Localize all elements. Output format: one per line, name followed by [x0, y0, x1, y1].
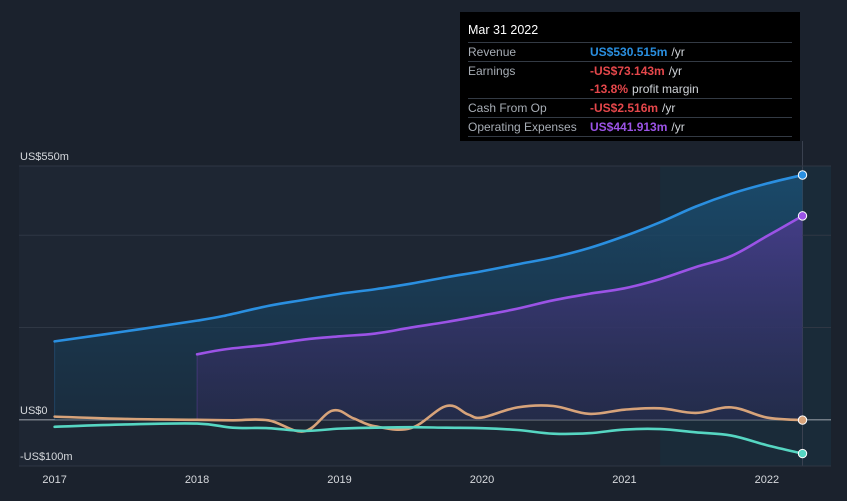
x-axis-tick-label: 2022 — [755, 474, 779, 486]
tooltip-cfo-label: Cash From Op — [468, 101, 547, 115]
tooltip-revenue-label: Revenue — [468, 45, 517, 59]
x-axis-tick-label: 2020 — [470, 474, 494, 486]
tooltip-revenue-value: US$530.515m — [590, 45, 668, 59]
tooltip-bottom-rule — [468, 136, 792, 155]
tooltip-row-revenue: Revenue US$530.515m /yr — [468, 42, 792, 61]
tooltip-opex-value: US$441.913m — [590, 120, 668, 134]
tooltip-cfo-value: -US$2.516m — [590, 101, 659, 115]
x-axis-tick-label: 2021 — [612, 474, 636, 486]
y-axis-label: -US$100m — [20, 451, 73, 463]
x-axis-tick-label: 2018 — [185, 474, 209, 486]
tooltip-earnings-value: -US$73.143m — [590, 64, 665, 78]
tooltip-cfo-unit: /yr — [662, 101, 676, 115]
tooltip-row-earnings: Earnings -US$73.143m /yr — [468, 61, 792, 80]
cash-from-op-point — [797, 448, 808, 459]
tooltip-row-margin: -13.8% profit margin — [468, 80, 792, 98]
tooltip-opex-unit: /yr — [671, 120, 685, 134]
tooltip-margin-text: profit margin — [632, 82, 699, 96]
tooltip-revenue-unit: /yr — [671, 45, 685, 59]
operating-expenses-line — [195, 214, 804, 356]
earnings-point — [797, 415, 808, 425]
tooltip-margin-spacer — [468, 80, 590, 98]
x-axis-tick-label: 2019 — [327, 474, 351, 486]
y-axis-label: US$0 — [20, 405, 48, 417]
operating-expenses-area — [197, 215, 803, 420]
operating-expenses-point — [797, 211, 808, 221]
earnings-line — [53, 404, 804, 433]
tooltip-row-opex: Operating Expenses US$441.913m /yr — [468, 117, 792, 136]
tooltip-margin-value: -13.8% — [590, 82, 629, 96]
tooltip-opex-label: Operating Expenses — [468, 120, 577, 134]
tooltip-row-cfo: Cash From Op -US$2.516m /yr — [468, 98, 792, 117]
tooltip: Mar 31 2022 Revenue US$530.515m /yr Earn… — [460, 12, 800, 141]
tooltip-earnings-label: Earnings — [468, 64, 516, 78]
y-axis-label: US$550m — [20, 151, 69, 163]
x-axis-tick-label: 2017 — [42, 474, 66, 486]
revenue-point — [797, 170, 808, 180]
tooltip-earnings-unit: /yr — [668, 64, 683, 78]
tooltip-date: Mar 31 2022 — [468, 23, 539, 37]
